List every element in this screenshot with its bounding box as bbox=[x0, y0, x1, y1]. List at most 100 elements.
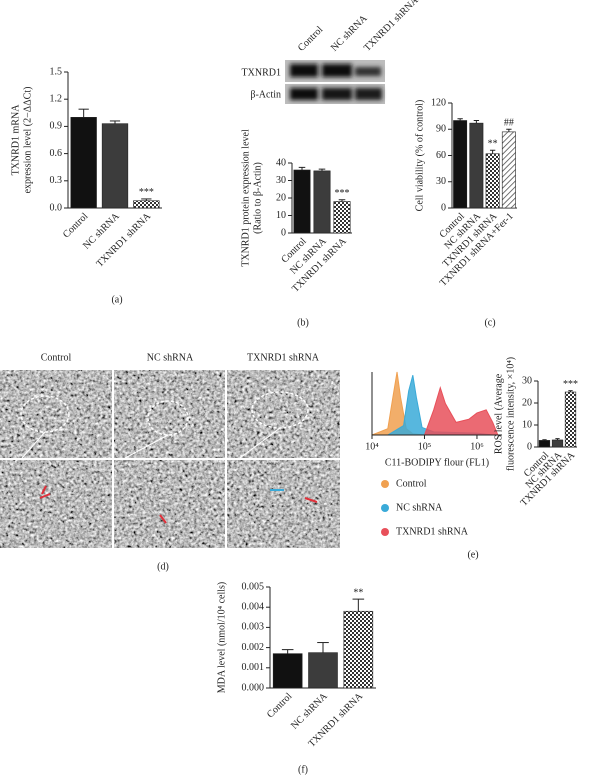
western-blot bbox=[285, 60, 385, 104]
significance-label: ** bbox=[353, 587, 363, 598]
error-bar bbox=[317, 642, 329, 653]
blot-band-label: β-Actin bbox=[250, 89, 281, 100]
panel-caption: (b) bbox=[297, 317, 309, 328]
y-tick-label: 0.000 bbox=[242, 682, 265, 693]
panel-caption: (e) bbox=[467, 549, 478, 560]
error-bar bbox=[542, 439, 547, 441]
error-bar bbox=[506, 128, 512, 132]
bar bbox=[293, 169, 311, 234]
y-axis-label: (Ratio to β-Actin) bbox=[252, 162, 263, 234]
x-tick-label: 10⁶ bbox=[470, 441, 484, 452]
micrographs bbox=[0, 370, 340, 548]
bar bbox=[333, 201, 351, 234]
x-axis-label: C11-BODIPY flour (FL1) bbox=[385, 457, 489, 468]
micrograph-label: Control bbox=[41, 352, 72, 363]
micrograph-label: NC shRNA bbox=[147, 352, 194, 363]
y-tick-label: 0.002 bbox=[242, 642, 265, 653]
micrograph-label: TXNRD1 shRNA bbox=[247, 352, 320, 363]
y-tick-label: 0.9 bbox=[50, 121, 63, 132]
significance-label: *** bbox=[139, 187, 154, 198]
y-axis-label: expression level (2−ΔΔCt) bbox=[22, 87, 33, 194]
y-tick-label: 0 bbox=[441, 202, 446, 213]
error-bar bbox=[78, 108, 89, 118]
legend-marker bbox=[381, 528, 389, 536]
bar bbox=[133, 200, 160, 209]
bar bbox=[343, 610, 374, 689]
bar bbox=[551, 439, 564, 448]
y-tick-label: 60 bbox=[436, 150, 446, 161]
panel-caption: (d) bbox=[157, 561, 169, 572]
error-bar bbox=[473, 120, 480, 124]
error-bar bbox=[568, 390, 573, 392]
x-tick-label: TXNRD1 shRNA bbox=[94, 210, 153, 269]
error-bar bbox=[141, 198, 152, 201]
x-tick-label: 10⁵ bbox=[418, 441, 432, 452]
bar bbox=[469, 122, 484, 209]
y-tick-label: 30 bbox=[436, 176, 446, 187]
histogram-area bbox=[423, 386, 499, 436]
y-tick-label: 40 bbox=[276, 157, 286, 168]
error-bar bbox=[298, 166, 306, 170]
y-axis-label: TXNRD1 mRNA bbox=[10, 104, 21, 176]
bar bbox=[485, 153, 500, 209]
y-tick-label: 20 bbox=[522, 397, 532, 408]
legend-label: Control bbox=[396, 478, 427, 489]
significance-label: ## bbox=[504, 118, 514, 129]
bar bbox=[272, 653, 303, 689]
significance-label: *** bbox=[563, 379, 578, 390]
error-bar bbox=[109, 120, 121, 124]
legend-marker bbox=[381, 480, 389, 488]
y-tick-label: 0 bbox=[281, 227, 286, 238]
y-tick-label: 0.001 bbox=[242, 662, 265, 673]
panel-caption: (a) bbox=[111, 294, 122, 305]
y-axis-label: Cell viability (% of control) bbox=[414, 100, 425, 212]
y-axis-label: TXNRD1 protein expression level bbox=[240, 129, 251, 267]
y-tick-label: 0.003 bbox=[242, 622, 265, 633]
y-axis-label: MDA level (nmol/10⁴ cells) bbox=[216, 582, 227, 694]
y-axis-label: fluorescence intensity, ×10⁴) bbox=[505, 357, 516, 471]
bar bbox=[453, 120, 468, 209]
bar bbox=[501, 131, 516, 209]
y-tick-label: 0.6 bbox=[50, 148, 63, 159]
legend-label: TXNRD1 shRNA bbox=[396, 526, 469, 537]
y-tick-label: 20 bbox=[276, 192, 286, 203]
error-bar bbox=[352, 598, 365, 612]
bar bbox=[538, 440, 551, 448]
y-tick-label: 0.004 bbox=[242, 601, 265, 612]
error-bar bbox=[489, 149, 496, 154]
y-tick-label: 30 bbox=[276, 175, 286, 186]
bar bbox=[101, 123, 129, 209]
y-tick-label: 10 bbox=[276, 210, 286, 221]
bar bbox=[564, 391, 577, 448]
y-tick-label: 120 bbox=[431, 97, 446, 108]
y-tick-label: 30 bbox=[522, 375, 532, 386]
x-tick-label: 10⁴ bbox=[365, 441, 379, 452]
blot-lane-label: Control bbox=[296, 24, 326, 54]
blot-band-label: TXNRD1 bbox=[242, 67, 281, 78]
x-tick-label: Control bbox=[61, 211, 91, 241]
legend-marker bbox=[381, 504, 389, 512]
error-bar bbox=[281, 649, 294, 654]
panel-caption: (c) bbox=[484, 317, 495, 328]
y-tick-label: 0 bbox=[527, 441, 532, 452]
error-bar bbox=[457, 118, 463, 121]
significance-label: ** bbox=[488, 139, 498, 150]
y-tick-label: 0.005 bbox=[242, 581, 265, 592]
y-tick-label: 0.0 bbox=[50, 202, 63, 213]
error-bar bbox=[555, 438, 560, 440]
bar bbox=[313, 170, 331, 234]
bar bbox=[70, 117, 97, 209]
y-tick-label: 1.2 bbox=[50, 93, 63, 104]
legend-label: NC shRNA bbox=[396, 502, 443, 513]
error-bar bbox=[318, 168, 326, 171]
y-tick-label: 10 bbox=[522, 419, 532, 430]
bar bbox=[308, 652, 338, 689]
y-tick-label: 0.3 bbox=[50, 175, 63, 186]
x-tick-label: Control bbox=[265, 691, 295, 721]
significance-label: *** bbox=[335, 188, 350, 199]
y-tick-label: 90 bbox=[436, 124, 446, 135]
y-tick-label: 1.5 bbox=[50, 66, 63, 77]
error-bar bbox=[338, 199, 346, 202]
y-axis-label: ROS level (Average bbox=[493, 373, 504, 454]
